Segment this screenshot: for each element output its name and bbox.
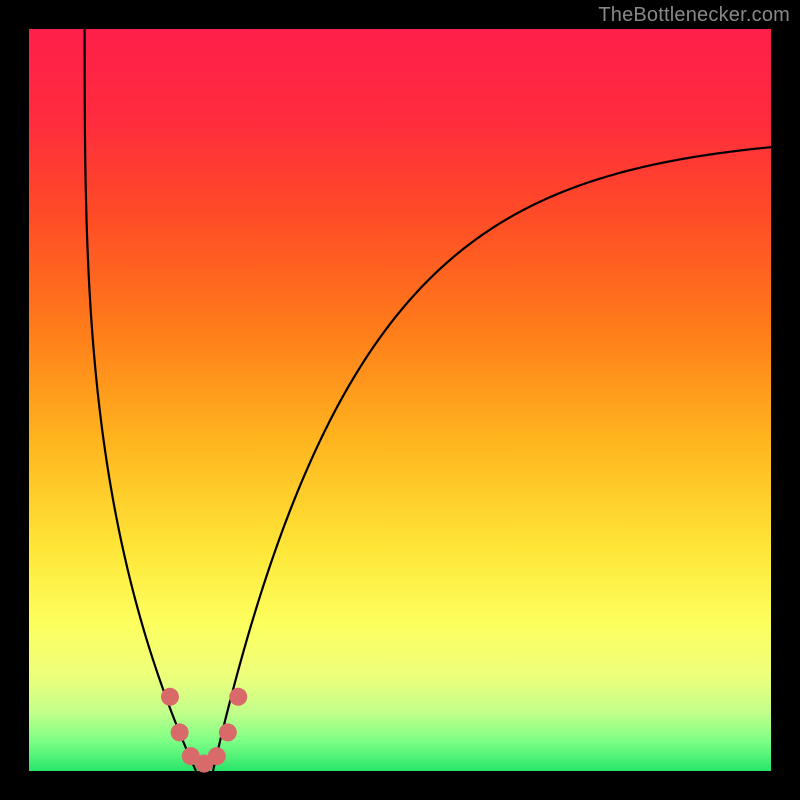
chart-plot-background — [29, 29, 771, 771]
bottleneck-chart — [0, 0, 800, 800]
watermark-text: TheBottlenecker.com — [598, 4, 790, 27]
marker-dot — [229, 688, 247, 706]
marker-dot — [161, 688, 179, 706]
marker-dot — [171, 723, 189, 741]
chart-stage: TheBottlenecker.com — [0, 0, 800, 800]
marker-dot — [208, 747, 226, 765]
marker-dot — [219, 723, 237, 741]
